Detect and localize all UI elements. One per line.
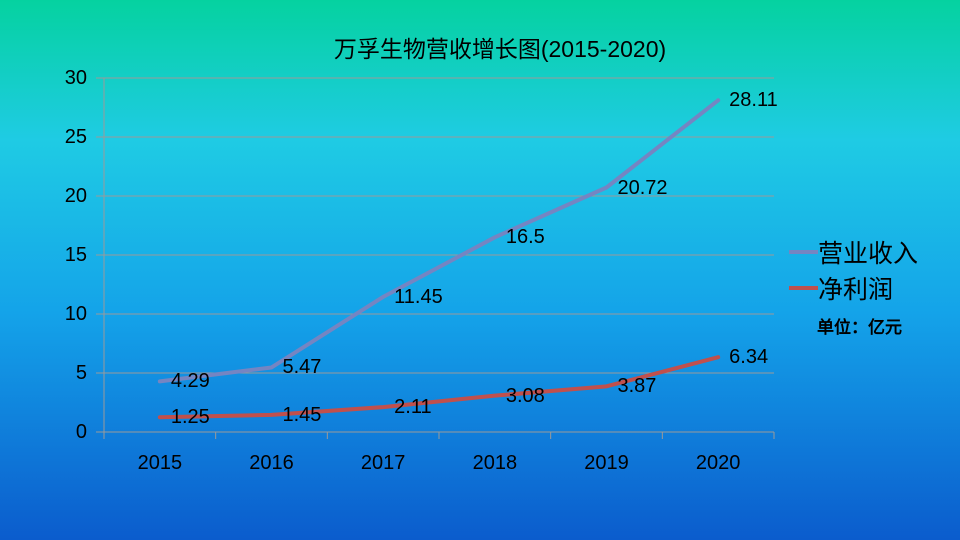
y-tick-label: 15 [64,244,87,266]
y-tick-label: 10 [64,303,87,325]
x-tick-label: 2018 [472,452,518,474]
data-label: 5.47 [282,356,322,379]
x-tick-label: 2017 [360,452,406,474]
net-profit-line [157,355,721,420]
legend: 营业收入 净利润 [789,234,918,306]
data-label: 20.72 [617,176,668,199]
legend-line-swatch [789,286,818,290]
legend-line-swatch [789,250,818,254]
x-tick-label: 2015 [137,452,183,474]
unit-label: 单位：亿元 [817,318,902,337]
legend-label: 营业收入 [818,240,919,268]
x-tick-label: 2016 [249,452,294,474]
y-tick-label: 25 [64,126,87,148]
x-tick-label: 2020 [695,452,741,474]
y-tick-label: 20 [64,185,87,207]
data-label: 28.11 [729,89,778,112]
data-label: 6.34 [729,346,769,369]
y-tick-label: 0 [75,421,87,443]
data-label: 3.87 [617,375,657,398]
data-label: 16.5 [505,226,545,249]
legend-item: 营业收入 [789,234,918,270]
data-label: 4.29 [170,370,210,393]
data-label: 11.45 [394,285,443,308]
legend-item: 净利润 [789,270,918,306]
y-tick-label: 30 [64,67,87,89]
data-label: 1.25 [170,406,210,429]
chart-title: 万孚生物营收增长图(2015-2020) [333,36,667,62]
revenue-line [157,98,721,384]
legend-label: 净利润 [818,276,894,304]
x-tick-label: 2019 [584,452,629,474]
data-label: 2.11 [394,396,432,419]
data-label: 1.45 [282,403,322,426]
y-tick-label: 5 [75,362,87,384]
data-label: 3.08 [505,384,545,407]
